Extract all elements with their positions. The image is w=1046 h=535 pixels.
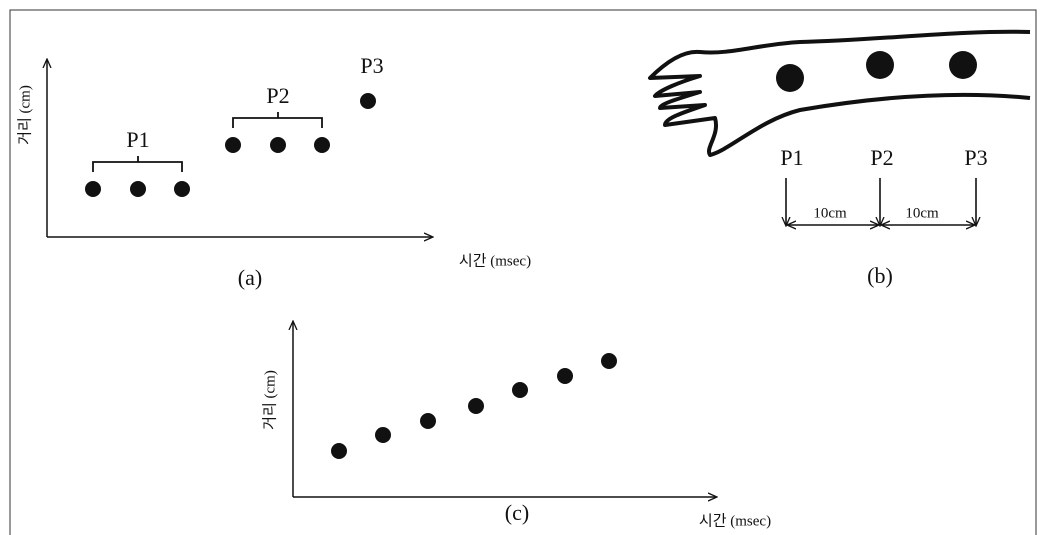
- caption: (c): [505, 500, 529, 525]
- panel-a: 거리 (cm) 시간 (msec) (a) P1 P2 P3: [16, 53, 531, 290]
- bracket: [93, 156, 182, 172]
- group-label: P2: [266, 83, 289, 108]
- dots: [331, 353, 617, 459]
- y-axis-label: 거리 (cm): [261, 370, 278, 430]
- caption: (a): [238, 265, 262, 290]
- y-axis-label: 거리 (cm): [16, 85, 33, 145]
- distance-label: 10cm: [905, 205, 939, 221]
- dots: [776, 51, 977, 92]
- panel-c: 거리 (cm) 시간 (msec) (c): [261, 322, 771, 529]
- figure: 거리 (cm) 시간 (msec) (a) P1 P2 P3 P1 P2 P3: [0, 0, 1046, 535]
- point-label: P3: [964, 145, 987, 170]
- point-label: P2: [870, 145, 893, 170]
- x-axis-label: 시간 (msec): [459, 252, 531, 269]
- group-label: P3: [360, 53, 383, 78]
- panel-b: P1 P2 P3 10cm 10cm (b): [650, 32, 1030, 288]
- caption: (b): [867, 263, 893, 288]
- group-label: P1: [126, 127, 149, 152]
- point-label: P1: [780, 145, 803, 170]
- x-axis-label: 시간 (msec): [699, 512, 771, 529]
- distance-label: 10cm: [813, 205, 847, 221]
- bracket: [233, 112, 322, 128]
- arm: [650, 32, 1030, 155]
